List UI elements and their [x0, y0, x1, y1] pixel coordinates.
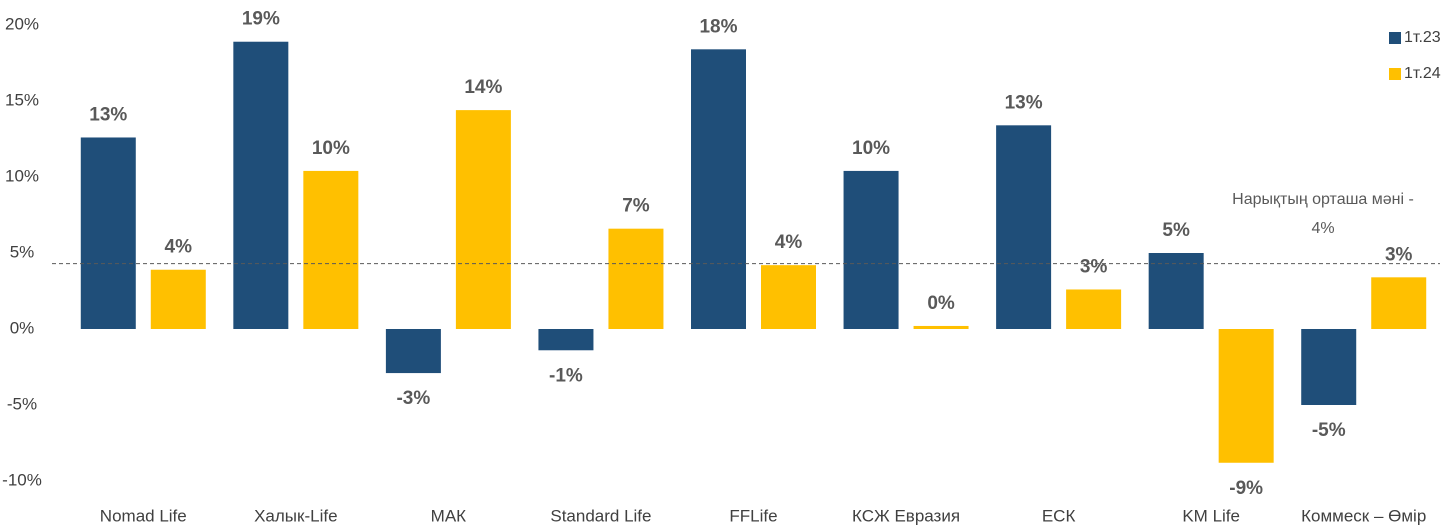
value-label: -3% — [396, 388, 430, 409]
bar — [303, 170, 359, 329]
value-label: -1% — [549, 365, 583, 386]
y-tick-label: -5% — [7, 394, 37, 413]
value-label: 19% — [242, 9, 280, 30]
value-label: 3% — [1385, 244, 1413, 265]
value-label: 4% — [165, 237, 193, 258]
bar — [691, 49, 746, 329]
annotation: 4% — [1311, 220, 1334, 237]
legend-label: 1т.24 — [1404, 65, 1441, 82]
y-tick-label: 5% — [10, 242, 35, 261]
x-tick-label: КСЖ Евразия — [852, 506, 960, 525]
value-label: 10% — [852, 138, 890, 159]
annotation: Нарықтың орташа мәні - — [1232, 191, 1414, 208]
bar — [1301, 329, 1357, 405]
x-tick-label: Халык-Life — [254, 506, 337, 525]
value-label: -9% — [1229, 478, 1263, 499]
y-tick-label: 0% — [10, 318, 35, 337]
bar — [150, 269, 206, 329]
bar — [1218, 329, 1274, 463]
value-label: 5% — [1162, 220, 1190, 241]
legend-swatch — [1389, 68, 1401, 80]
value-label: 3% — [1080, 256, 1108, 277]
y-tick-label: 15% — [5, 90, 39, 109]
bar — [608, 228, 664, 329]
bar — [1371, 277, 1427, 329]
bar — [996, 125, 1052, 329]
bar — [538, 329, 594, 351]
value-label: 10% — [312, 138, 350, 159]
bar — [455, 110, 511, 330]
bar — [1066, 289, 1122, 329]
value-label: 13% — [1005, 92, 1043, 113]
y-tick-label: 10% — [5, 166, 39, 185]
legend-label: 1т.23 — [1404, 29, 1441, 46]
value-label: 18% — [699, 16, 737, 37]
x-tick-label: Standard Life — [550, 506, 651, 525]
bar — [385, 329, 441, 374]
bar — [80, 137, 136, 329]
value-label: 13% — [89, 104, 127, 125]
bar — [843, 170, 899, 329]
value-label: -5% — [1312, 420, 1346, 441]
x-tick-label: Nomad Life — [100, 506, 187, 525]
bar — [761, 265, 816, 329]
y-tick-label: 20% — [5, 14, 39, 33]
y-tick-label: -10% — [2, 470, 42, 489]
bar — [1148, 253, 1204, 329]
value-label: 4% — [775, 232, 803, 253]
x-tick-label: FFLife — [729, 506, 777, 525]
x-tick-label: Коммеск – Өмір — [1301, 506, 1426, 525]
value-label: 14% — [464, 77, 502, 98]
x-tick-label: KM Life — [1182, 506, 1240, 525]
value-label: 7% — [622, 196, 650, 217]
x-tick-label: МАК — [431, 506, 467, 525]
value-label: 0% — [927, 293, 955, 314]
bar — [233, 41, 289, 329]
legend-swatch — [1389, 32, 1401, 44]
bar — [913, 325, 969, 329]
x-tick-label: ЕСК — [1042, 506, 1076, 525]
